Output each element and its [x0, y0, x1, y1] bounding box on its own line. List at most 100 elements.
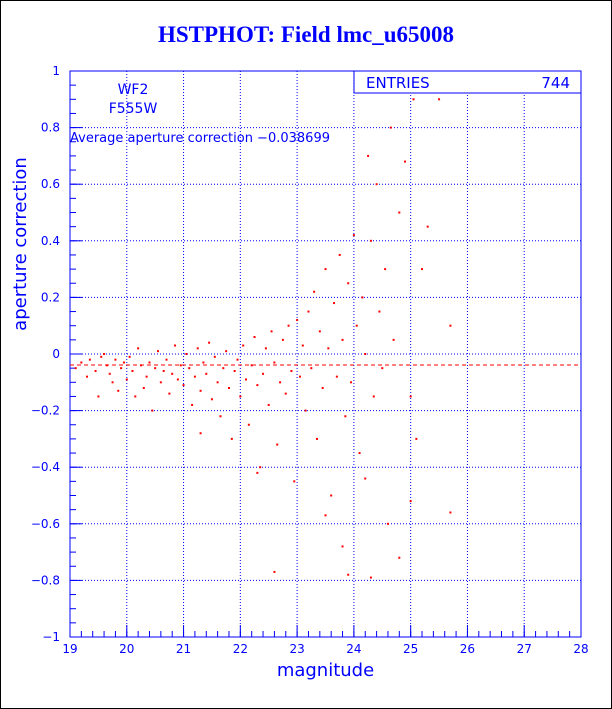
x-tick-label: 19 — [62, 642, 77, 656]
x-tick-label: 27 — [517, 642, 532, 656]
data-point — [318, 330, 321, 333]
data-point — [386, 522, 389, 525]
data-point — [398, 556, 401, 559]
data-point — [270, 330, 273, 333]
data-point — [253, 336, 256, 339]
data-point — [202, 361, 205, 364]
data-point — [111, 381, 114, 384]
data-point — [179, 364, 182, 367]
data-point — [381, 367, 384, 370]
data-point — [139, 364, 142, 367]
data-point — [324, 514, 327, 517]
data-point — [409, 500, 412, 503]
data-point — [301, 344, 304, 347]
y-tick-label: 1 — [52, 64, 60, 78]
data-point — [94, 369, 97, 372]
data-point — [97, 395, 100, 398]
data-point — [199, 432, 202, 435]
y-tick-label: 0.2 — [41, 290, 60, 304]
data-point — [100, 355, 103, 358]
data-point — [307, 310, 310, 313]
data-point — [313, 290, 316, 293]
data-point — [108, 372, 111, 375]
data-point — [227, 386, 230, 389]
data-point — [438, 98, 441, 101]
data-point — [262, 372, 265, 375]
data-point — [182, 384, 185, 387]
data-point — [80, 361, 83, 364]
x-tick-label: 21 — [176, 642, 191, 656]
y-tick-label: −1 — [42, 630, 60, 644]
data-point — [185, 353, 188, 355]
data-point — [369, 576, 372, 579]
y-axis-label: aperture correction — [10, 157, 31, 331]
data-point — [389, 126, 392, 129]
data-point — [157, 350, 160, 353]
data-point — [236, 358, 239, 361]
x-tick-label: 23 — [289, 642, 304, 656]
data-point — [131, 369, 134, 372]
data-point — [330, 494, 333, 497]
data-point — [293, 480, 296, 483]
data-point — [128, 355, 131, 358]
y-tick-label: 0.8 — [41, 121, 60, 135]
data-point — [120, 367, 123, 370]
data-point — [117, 389, 120, 392]
y-tick-label: 0 — [52, 347, 60, 361]
x-axis-label: magnitude — [277, 660, 374, 681]
data-point — [304, 409, 307, 412]
data-point — [290, 369, 293, 372]
data-point — [341, 545, 344, 548]
data-point — [298, 375, 301, 378]
data-point — [103, 353, 106, 355]
data-point — [267, 403, 270, 406]
data-point — [219, 415, 222, 418]
data-point — [239, 395, 242, 398]
data-point — [105, 364, 108, 367]
data-point — [403, 160, 406, 163]
data-point — [230, 437, 233, 440]
data-point — [279, 381, 282, 384]
stats-entries-value: 744 — [541, 74, 570, 92]
data-point — [162, 369, 165, 372]
data-point — [86, 375, 89, 378]
data-point — [188, 367, 191, 370]
data-point — [273, 361, 276, 364]
x-tick-label: 22 — [233, 642, 248, 656]
data-point — [125, 378, 128, 381]
data-point — [193, 375, 196, 378]
data-point — [375, 183, 378, 186]
data-point — [148, 361, 151, 364]
data-point — [415, 437, 418, 440]
data-point — [378, 310, 381, 313]
data-point — [355, 324, 358, 327]
data-point — [247, 423, 250, 426]
chart-title: HSTPHOT: Field lmc_u65008 — [157, 22, 455, 47]
data-point — [88, 358, 91, 361]
data-point — [122, 361, 125, 364]
data-point — [159, 381, 162, 384]
y-tick-label: −0.6 — [31, 517, 60, 531]
y-tick-label: −0.8 — [31, 573, 60, 587]
data-point — [296, 319, 299, 322]
data-point — [196, 347, 199, 350]
data-point — [134, 395, 137, 398]
x-tick-label: 26 — [460, 642, 475, 656]
data-point — [347, 282, 350, 285]
data-point — [392, 338, 395, 341]
data-point — [74, 367, 77, 370]
data-point — [259, 466, 262, 469]
data-point — [213, 355, 216, 358]
data-point — [335, 375, 338, 378]
data-point — [145, 375, 148, 378]
data-point — [174, 344, 177, 347]
data-point — [333, 302, 336, 305]
data-point — [225, 350, 228, 353]
data-point — [398, 211, 401, 214]
y-tick-label: 0.4 — [41, 234, 60, 248]
data-point — [151, 409, 154, 412]
x-tick-label: 20 — [119, 642, 134, 656]
data-point — [384, 268, 387, 271]
data-point — [287, 324, 290, 327]
average-correction-label: Average aperture correction −0.038699 — [70, 131, 330, 146]
